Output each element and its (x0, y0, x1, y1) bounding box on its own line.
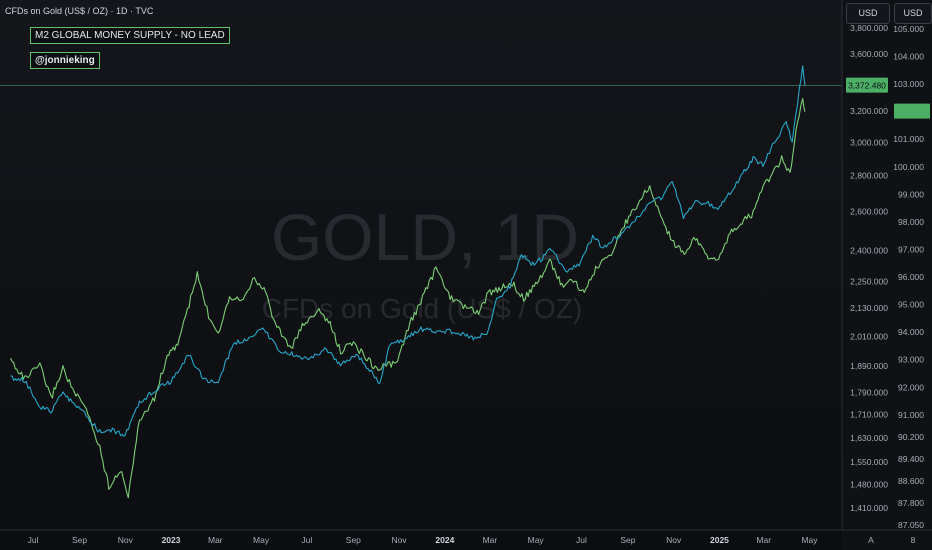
x-axis-tick: Jul (28, 535, 39, 545)
x-axis-tick: 2024 (435, 535, 454, 545)
m2-axis-tick: 92.000 (898, 382, 924, 392)
currency-button-left-axis[interactable]: USD (846, 3, 890, 24)
x-axis-tick: May (528, 535, 545, 545)
gold-axis-tick: 3,600.000 (850, 49, 888, 59)
x-axis-tick: Mar (483, 535, 498, 545)
axis-auto-button[interactable]: A (868, 535, 874, 545)
m2-axis-tick: 99.000 (898, 189, 924, 199)
gold-axis-tick: 2,010.000 (850, 331, 888, 341)
x-axis-tick: Jul (576, 535, 587, 545)
x-axis-tick: Mar (208, 535, 223, 545)
gold-axis-tick: 1,790.000 (850, 387, 888, 397)
gold-axis-tick: 1,630.000 (850, 433, 888, 443)
m2-axis-tick: 104.000 (893, 52, 924, 62)
gold-axis-tick: 2,130.000 (850, 303, 888, 313)
gold-axis-tick: 1,550.000 (850, 457, 888, 467)
x-axis-tick: Sep (346, 535, 361, 545)
gold-axis-tick: 2,600.000 (850, 207, 888, 217)
m2-axis-tick: 88.600 (898, 476, 924, 486)
m2-axis-tick: 95.000 (898, 300, 924, 310)
x-axis-tick: Mar (756, 535, 771, 545)
gold-axis-tick: 3,200.000 (850, 106, 888, 116)
m2-axis-tick: 96.000 (898, 272, 924, 282)
m2-axis-tick: 94.000 (898, 327, 924, 337)
m2-axis-tick: 87.800 (898, 498, 924, 508)
m2-axis-tick: 90.200 (898, 432, 924, 442)
x-axis-tick: 2025 (710, 535, 729, 545)
m2-axis-tick: 100.000 (893, 162, 924, 172)
gold-axis-tick: 1,890.000 (850, 361, 888, 371)
annotation-m2-label[interactable]: M2 GLOBAL MONEY SUPPLY - NO LEAD (30, 27, 230, 44)
m2-last-value-tag (894, 103, 930, 119)
series-gold-line (10, 65, 806, 437)
x-axis-tick: May (801, 535, 818, 545)
x-axis-tick: Nov (118, 535, 134, 545)
m2-axis-tick: 101.000 (893, 134, 924, 144)
axis-settings-button[interactable]: 8 (911, 535, 916, 545)
x-axis-tick: Sep (620, 535, 635, 545)
x-axis-tick: Sep (72, 535, 87, 545)
series-m2-line (10, 98, 806, 499)
gold-axis-tick: 2,400.000 (850, 245, 888, 255)
gold-axis-tick: 2,800.000 (850, 171, 888, 181)
gold-axis-tick: 1,410.000 (850, 503, 888, 513)
m2-axis-tick: 93.000 (898, 355, 924, 365)
gold-last-price-label: 3,372.480 (848, 81, 886, 91)
gold-axis-tick: 3,000.000 (850, 137, 888, 147)
currency-button-right-axis[interactable]: USD (894, 3, 932, 24)
m2-axis-tick: 89.400 (898, 454, 924, 464)
m2-axis-tick: 98.000 (898, 217, 924, 227)
m2-axis-tick: 97.000 (898, 244, 924, 254)
x-axis-tick: May (253, 535, 270, 545)
gold-axis-tick: 1,480.000 (850, 480, 888, 490)
m2-axis-tick: 103.000 (893, 79, 924, 89)
gold-axis-tick: 1,710.000 (850, 410, 888, 420)
gold-axis-tick: 3,800.000 (850, 23, 888, 33)
gold-last-price-tag (846, 77, 888, 93)
x-axis-tick: Nov (392, 535, 408, 545)
x-axis-tick: 2023 (162, 535, 181, 545)
watermark-symbol: GOLD, 1D (271, 200, 579, 274)
x-axis-tick: Nov (666, 535, 682, 545)
m2-axis-tick: 91.000 (898, 410, 924, 420)
x-axis-tick: Jul (301, 535, 312, 545)
m2-axis-tick: 105.000 (893, 24, 924, 34)
gold-axis-tick: 2,250.000 (850, 277, 888, 287)
m2-axis-tick: 87.050 (898, 520, 924, 530)
symbol-title[interactable]: CFDs on Gold (US$ / OZ) · 1D · TVC (5, 6, 154, 16)
annotation-author-label[interactable]: @jonnieking (30, 52, 100, 69)
